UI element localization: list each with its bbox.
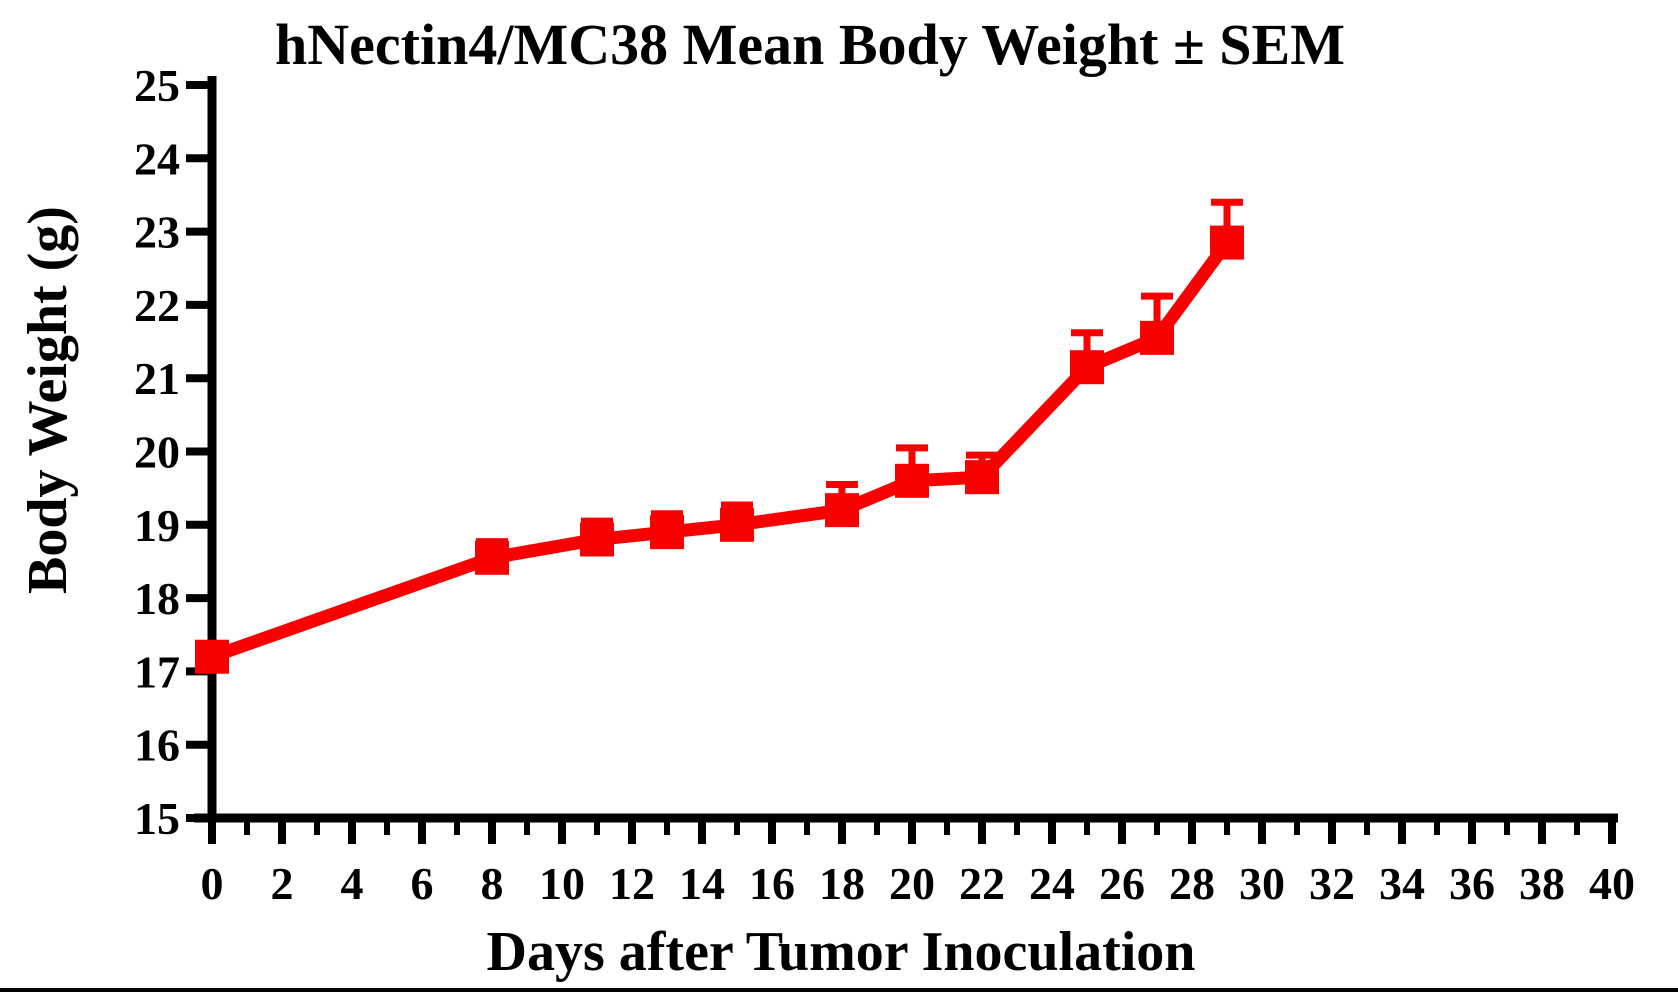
- y-tick-label: 22: [134, 280, 180, 331]
- data-point-marker: [650, 515, 684, 550]
- x-tick-label: 10: [539, 858, 585, 909]
- x-tick-label: 34: [1379, 858, 1425, 909]
- x-axis-label: Days after Tumor Inoculation: [487, 921, 1196, 983]
- data-point-marker: [825, 493, 859, 528]
- x-tick-label: 14: [679, 858, 725, 909]
- x-tick-label: 20: [889, 858, 935, 909]
- data-point-marker: [195, 639, 229, 674]
- y-tick-label: 21: [134, 353, 180, 404]
- y-tick-label: 19: [134, 500, 180, 551]
- x-tick-label: 40: [1589, 858, 1635, 909]
- y-tick-label: 23: [134, 207, 180, 258]
- y-tick-label: 16: [134, 720, 180, 771]
- chart-title: hNectin4/MC38 Mean Body Weight ± SEM: [275, 12, 1345, 77]
- y-axis-label: Body Weight (g): [17, 206, 79, 594]
- data-point-marker: [895, 463, 929, 498]
- data-point-marker: [1070, 350, 1104, 385]
- x-tick-label: 22: [959, 858, 1005, 909]
- x-tick-label: 32: [1309, 858, 1355, 909]
- axes: [186, 76, 1618, 844]
- x-tick-label: 4: [341, 858, 364, 909]
- y-tick-label: 15: [134, 793, 180, 844]
- x-tick-label: 30: [1239, 858, 1285, 909]
- y-tick-label: 17: [134, 646, 180, 697]
- x-tick-label: 36: [1449, 858, 1495, 909]
- data-point-marker: [1140, 320, 1174, 355]
- x-tick-label: 6: [411, 858, 434, 909]
- data-point-marker: [1210, 225, 1244, 260]
- y-tick-label: 24: [134, 133, 180, 184]
- x-tick-label: 18: [819, 858, 865, 909]
- x-tick-label: 8: [481, 858, 504, 909]
- y-tick-label: 25: [134, 60, 180, 111]
- series-line: [209, 238, 1233, 663]
- x-tick-label: 24: [1029, 858, 1075, 909]
- x-tick-label: 0: [201, 858, 224, 909]
- x-tick-label: 16: [749, 858, 795, 909]
- data-point-marker: [720, 507, 754, 542]
- y-tick-label: 20: [134, 427, 180, 478]
- y-tick-label: 18: [134, 573, 180, 624]
- x-tick-label: 12: [609, 858, 655, 909]
- x-tick-label: 28: [1169, 858, 1215, 909]
- data-point-marker: [580, 522, 614, 557]
- data-point-marker: [475, 540, 509, 575]
- x-tick-label: 38: [1519, 858, 1565, 909]
- x-tick-label: 26: [1099, 858, 1145, 909]
- series-plot: [195, 198, 1244, 674]
- x-tick-label: 2: [271, 858, 294, 909]
- data-point-marker: [965, 460, 999, 495]
